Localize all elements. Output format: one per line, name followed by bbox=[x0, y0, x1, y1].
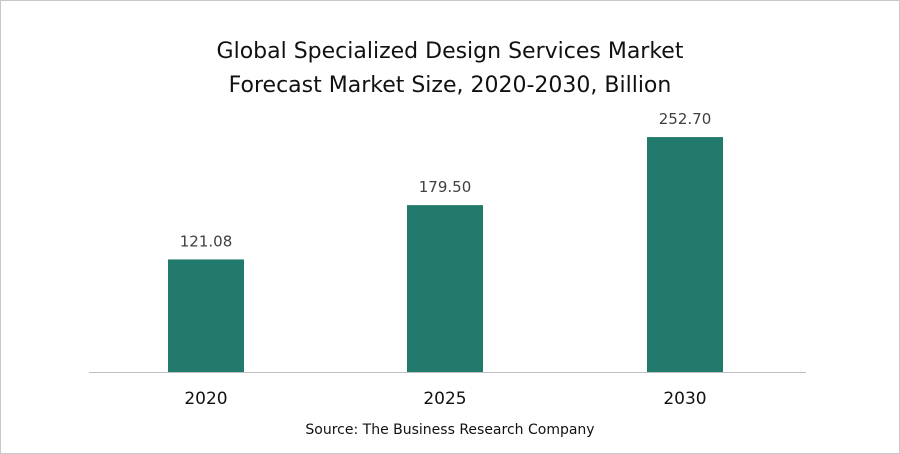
chart-title: Global Specialized Design Services Marke… bbox=[1, 35, 899, 103]
value-label-2030: 252.70 bbox=[659, 110, 712, 128]
source-note: Source: The Business Research Company bbox=[305, 422, 595, 438]
value-label-2025: 179.50 bbox=[419, 178, 472, 196]
category-label-2020: 2020 bbox=[184, 389, 227, 409]
bar-2020 bbox=[168, 259, 244, 372]
bar-2025 bbox=[407, 205, 483, 372]
bar-2030 bbox=[647, 137, 723, 372]
value-label-2020: 121.08 bbox=[180, 232, 233, 250]
category-label-2030: 2030 bbox=[663, 389, 706, 409]
category-label-2025: 2025 bbox=[423, 389, 466, 409]
chart-title-line-1: Global Specialized Design Services Marke… bbox=[216, 39, 684, 64]
chart-title-line-2: Forecast Market Size, 2020-2030, Billion bbox=[228, 73, 672, 98]
